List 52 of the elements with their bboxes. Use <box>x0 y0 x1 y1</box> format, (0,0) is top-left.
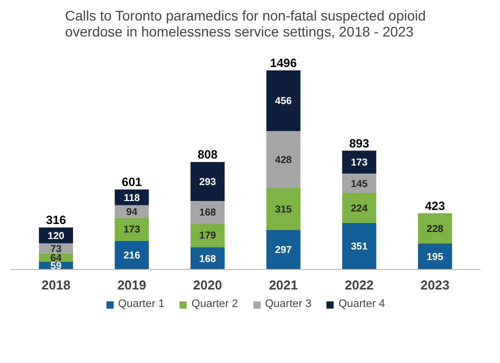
bar <box>190 162 225 201</box>
x-tick-label: 2020 <box>193 278 222 292</box>
legend-label: Quarter 3 <box>265 298 312 310</box>
data-label: 168 <box>199 254 216 265</box>
bar <box>266 230 300 270</box>
data-label: 73 <box>50 244 62 255</box>
data-label: 456 <box>275 96 292 108</box>
bar <box>266 188 300 230</box>
data-label: 173 <box>123 224 141 236</box>
x-tick-label: 2023 <box>420 278 450 292</box>
data-label: 118 <box>124 192 140 204</box>
bar <box>266 131 300 188</box>
bar <box>342 222 376 270</box>
legend-label: Quarter 1 <box>118 298 165 310</box>
data-label: 297 <box>275 245 292 256</box>
data-label: 173 <box>350 158 368 169</box>
bar <box>190 223 225 248</box>
total-label: 423 <box>425 198 446 213</box>
legend-label: Quarter 4 <box>338 298 385 310</box>
total-label: 808 <box>198 148 218 162</box>
data-label: 315 <box>275 204 292 216</box>
total-label: 1496 <box>270 56 298 70</box>
data-label: 179 <box>199 230 216 242</box>
bar <box>114 218 149 241</box>
total-label: 601 <box>122 175 142 190</box>
x-tick-label: 2018 <box>42 278 70 292</box>
data-label: 145 <box>350 178 368 190</box>
bar <box>342 174 376 193</box>
bar <box>190 200 225 224</box>
legend-label: Quarter 2 <box>192 298 238 310</box>
bar <box>266 70 300 132</box>
data-label: 168 <box>199 208 216 219</box>
bar <box>342 150 376 174</box>
data-label: 216 <box>123 250 141 262</box>
x-tick-label: 2021 <box>268 278 298 292</box>
data-label: 224 <box>350 203 368 214</box>
data-label: 120 <box>48 230 65 242</box>
x-tick-label: 2022 <box>344 278 374 292</box>
data-label: 59 <box>50 261 62 272</box>
data-label: 293 <box>199 176 216 188</box>
bar <box>114 240 149 270</box>
data-label: 228 <box>426 224 444 235</box>
data-label: 351 <box>350 242 368 253</box>
total-label: 893 <box>349 136 370 150</box>
total-label: 316 <box>46 213 66 228</box>
data-label: 94 <box>126 206 138 218</box>
bar <box>342 192 376 223</box>
chart-title: Calls to Toronto paramedics for non-fatal suspected opioid overdose in homelessness service settings, 2018 - 2023 <box>64 8 426 40</box>
data-label: 428 <box>275 155 292 166</box>
data-label: 195 <box>426 252 444 264</box>
bar <box>418 213 452 244</box>
x-tick-label: 2019 <box>117 278 146 292</box>
